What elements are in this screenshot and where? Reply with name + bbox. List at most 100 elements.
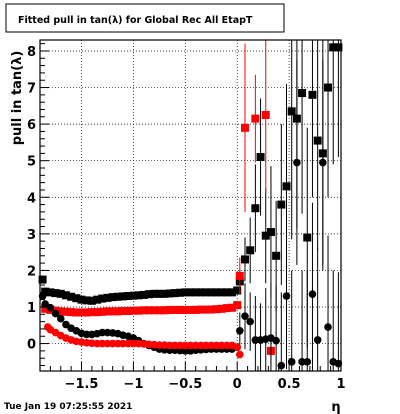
data-point-square [287, 107, 296, 116]
data-point-square [82, 296, 91, 305]
data-point-square [113, 292, 122, 301]
data-point-square [212, 288, 221, 297]
data-point-square [207, 288, 216, 297]
chart-title: Fitted pull in tan(λ) for Global Rec All… [18, 15, 253, 26]
data-point-square [334, 43, 343, 52]
data-point-square [41, 304, 50, 313]
data-point-circle [282, 292, 291, 300]
data-point-square [282, 182, 291, 191]
data-point-square [51, 289, 60, 298]
data-point-square [119, 307, 128, 316]
data-point-circle [236, 350, 244, 359]
data-point-square [134, 306, 143, 315]
data-point-circle [319, 158, 327, 167]
data-point-square [251, 114, 260, 123]
data-point-square [144, 306, 153, 315]
data-point-square [113, 307, 122, 316]
data-point-square [329, 43, 338, 52]
y-tick-label: 8 [27, 45, 36, 60]
data-point-square [176, 305, 185, 314]
data-point-circle [236, 326, 244, 335]
data-point-square [277, 200, 286, 209]
data-point-square [38, 275, 47, 284]
timestamp: Tue Jan 19 07:25:55 2021 [4, 402, 132, 412]
y-tick-label: 4 [27, 191, 36, 206]
data-point-square [87, 308, 96, 317]
data-point-circle [303, 358, 312, 366]
data-point-square [124, 307, 133, 316]
data-point-circle [313, 336, 322, 344]
data-point-square [240, 123, 249, 132]
data-point-square [186, 288, 195, 297]
x-axis-title: η [331, 400, 340, 414]
data-point-circle [51, 309, 60, 318]
data-point-square [119, 292, 128, 301]
data-point-square [160, 289, 169, 298]
y-tick-label: 2 [27, 264, 36, 279]
plot-frame [39, 39, 342, 372]
data-point-square [191, 288, 200, 297]
data-point-square [103, 307, 112, 316]
data-point-square [144, 290, 153, 299]
data-point-square [266, 228, 275, 237]
x-tick-label: −1 [123, 377, 143, 392]
data-point-square [186, 305, 195, 314]
y-tick-label: 7 [27, 82, 36, 97]
data-point-square [324, 83, 333, 92]
data-point-square [72, 294, 81, 303]
data-point-square [56, 289, 65, 298]
data-point-square [233, 286, 242, 295]
data-point-square [202, 288, 211, 297]
data-point-circle [324, 323, 332, 331]
data-point-square [170, 289, 179, 298]
data-point-square [170, 305, 179, 314]
data-point-square [87, 296, 96, 305]
data-point-square [181, 305, 190, 314]
data-point-square [150, 306, 159, 315]
data-point-square [196, 305, 205, 314]
data-point-square [313, 136, 322, 145]
data-point-square [191, 305, 200, 314]
x-tick-label: −1.5 [65, 377, 99, 392]
data-point-square [93, 308, 102, 317]
data-point-square [303, 233, 312, 242]
data-point-circle [287, 358, 296, 366]
data-point-square [207, 305, 216, 314]
data-point-circle [272, 336, 280, 345]
data-point-circle [241, 312, 249, 320]
data-point-square [67, 292, 76, 301]
data-point-square [139, 306, 148, 315]
data-point-square [77, 295, 86, 304]
title-box: Fitted pull in tan(λ) for Global Rec All… [5, 3, 285, 33]
data-point-square [139, 290, 148, 299]
data-point-circle [308, 290, 317, 298]
series-3 [43, 323, 244, 359]
data-point-circle [293, 158, 301, 167]
data-point-square [98, 294, 107, 303]
data-point-square [217, 304, 226, 313]
data-point-square [124, 292, 133, 301]
y-tick-label: 1 [27, 301, 36, 316]
x-tick-label: −0.5 [168, 377, 202, 392]
data-point-square [150, 289, 159, 298]
data-point-square [103, 293, 112, 302]
data-point-square [46, 288, 55, 297]
data-point-square [235, 271, 244, 280]
y-tick-label: 5 [27, 155, 36, 170]
data-point-square [181, 288, 190, 297]
data-point-circle [277, 361, 286, 370]
data-point-square [272, 251, 281, 260]
data-point-square [176, 288, 185, 297]
data-point-circle [46, 303, 55, 312]
data-point-circle [56, 314, 65, 323]
data-point-square [93, 295, 102, 304]
data-point-square [165, 305, 174, 314]
data-point-square [98, 307, 107, 316]
data-point-square [240, 255, 249, 264]
data-point-square [67, 308, 76, 317]
data-point-square [228, 288, 237, 297]
y-tick-label: 3 [27, 228, 36, 243]
data-point-square [261, 110, 270, 119]
data-point-circle [38, 292, 47, 300]
